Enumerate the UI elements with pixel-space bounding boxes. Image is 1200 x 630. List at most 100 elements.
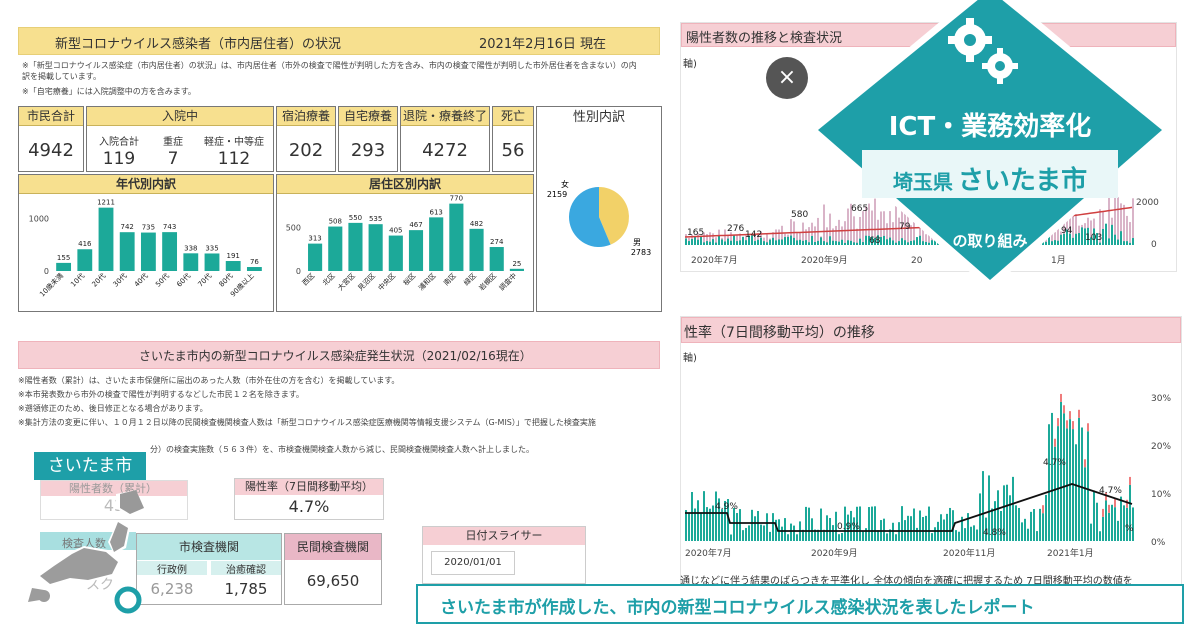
y-tick-label: 0%	[1151, 538, 1166, 548]
pie-label: 男	[633, 238, 641, 247]
positivity-bar	[811, 518, 813, 541]
pie-slice	[599, 187, 629, 245]
positivity-bar	[859, 506, 861, 541]
test-bar	[835, 225, 837, 245]
positivity-bar	[1063, 413, 1065, 541]
positivity-bar	[724, 500, 726, 541]
cases-title: 陽性者数の推移と検査状況	[686, 31, 843, 46]
data-label: 313	[308, 235, 321, 243]
positivity-bar	[1120, 496, 1122, 541]
cumulative-label: 陽性者数（累計）	[41, 481, 187, 496]
positivity-bar	[808, 507, 810, 541]
caption-bar: さいたま市が作成した、市内の新型コロナウイルス感染状況を表したレポート	[416, 584, 1184, 624]
test-bar	[889, 211, 891, 245]
case-bar	[841, 239, 843, 245]
positivity-bar	[769, 531, 771, 541]
test-bar	[823, 204, 825, 245]
total-label: 市民合計	[19, 107, 83, 126]
bar	[308, 243, 323, 271]
data-label: 103	[1085, 233, 1102, 243]
case-bar	[1087, 227, 1089, 245]
bar	[489, 247, 504, 271]
close-button[interactable]: ×	[766, 57, 808, 99]
x-tick-label: 2020年9月	[811, 547, 858, 559]
data-label: 770	[450, 195, 463, 203]
data-label: 4.8%	[983, 528, 1006, 538]
discharged-label: 退院・療養終了	[401, 107, 489, 126]
test-bar	[796, 233, 798, 245]
hospital-total-value: 119	[102, 149, 136, 169]
test-bar	[775, 229, 777, 245]
x-tick-label: 岩槻区	[477, 271, 498, 292]
occurrence-note-2: ※本市発表数から市外の検査で陽性が判明するなどした市民１２名を除きます。	[18, 390, 304, 399]
positivity-bar	[1111, 504, 1113, 541]
data-label: 4.7%	[1099, 486, 1122, 496]
positivity-bar	[946, 513, 948, 541]
positivity-bar	[1093, 490, 1095, 541]
pie-slice	[569, 187, 611, 247]
date-slicer[interactable]: 日付スライサー 2020/01/01	[422, 526, 586, 584]
positivity-bar	[988, 475, 990, 541]
case-bar	[769, 239, 771, 245]
case-bar	[898, 241, 900, 245]
y-tick-label: 10%	[1151, 490, 1171, 500]
positivity-bar	[913, 508, 915, 541]
case-bar	[1129, 242, 1131, 245]
positivity-axis-left: 軸)	[683, 353, 697, 364]
case-bar	[817, 240, 819, 245]
case-bar	[895, 242, 897, 245]
positivity-bar	[862, 531, 864, 541]
test-bar	[919, 220, 921, 245]
positivity-bar-top	[1069, 411, 1071, 420]
positivity-bar	[874, 506, 876, 541]
test-bar	[877, 219, 879, 245]
data-label: 94	[1061, 226, 1073, 236]
age-chart: 1000 0 155 10歳未満 416 10代 1211 20代 742 30代 735 40代 74…	[29, 199, 262, 299]
positivity-bar	[886, 533, 888, 541]
case-bar	[793, 237, 795, 245]
positivity-bar	[742, 530, 744, 541]
y-tick-label: 2000	[1136, 198, 1159, 208]
positivity-bar	[832, 525, 834, 541]
positivity-bar-top	[1129, 476, 1131, 485]
data-label: 25	[512, 260, 521, 268]
case-bar	[853, 242, 855, 245]
case-bar	[691, 238, 693, 245]
data-label: 580	[791, 210, 808, 220]
case-bar	[934, 239, 936, 245]
positivity-title: 性率（7日間移動平均）の推移	[684, 325, 875, 341]
death-value: 56	[501, 139, 525, 161]
positivity-bar-top	[1084, 459, 1086, 468]
test-bar	[856, 228, 858, 245]
positivity-bar	[1051, 412, 1053, 541]
test-bar	[1054, 232, 1056, 245]
positivity-bar	[1024, 518, 1026, 541]
test-bar	[1126, 215, 1128, 245]
occurrence-title: さいたま市内の新型コロナウイルス感染症発生状況（2021/02/16現在）	[139, 349, 532, 363]
test-bar	[1069, 203, 1071, 245]
status-title-bar: 新型コロナウイルス感染者（市内居住者）の状況 2021年2月16日 現在	[18, 27, 660, 55]
test-bar	[913, 222, 915, 245]
test-bar	[754, 234, 756, 245]
bar	[449, 203, 464, 271]
case-bar	[922, 241, 924, 245]
date-slicer-value[interactable]: 2020/01/01	[431, 551, 515, 575]
x-tick-label: 大宮区	[336, 271, 357, 292]
data-label: 742	[121, 223, 134, 231]
test-bar	[1114, 190, 1116, 245]
x-tick-label: 2020年7月	[685, 547, 732, 559]
test-bar	[1099, 209, 1101, 245]
hospital-label: 入院中	[87, 107, 273, 126]
case-bar	[877, 235, 879, 245]
case-bar	[778, 239, 780, 245]
x-tick-label: 10代	[69, 271, 87, 289]
case-bar	[832, 240, 834, 245]
bar	[225, 261, 241, 271]
positivity-bar	[751, 509, 753, 541]
test-bar	[871, 210, 873, 245]
case-bar	[1102, 228, 1104, 245]
positivity-bar-top	[1108, 504, 1110, 513]
positivity-value: 4.7%	[288, 497, 330, 516]
bar	[56, 262, 72, 271]
test-bar	[757, 232, 759, 245]
